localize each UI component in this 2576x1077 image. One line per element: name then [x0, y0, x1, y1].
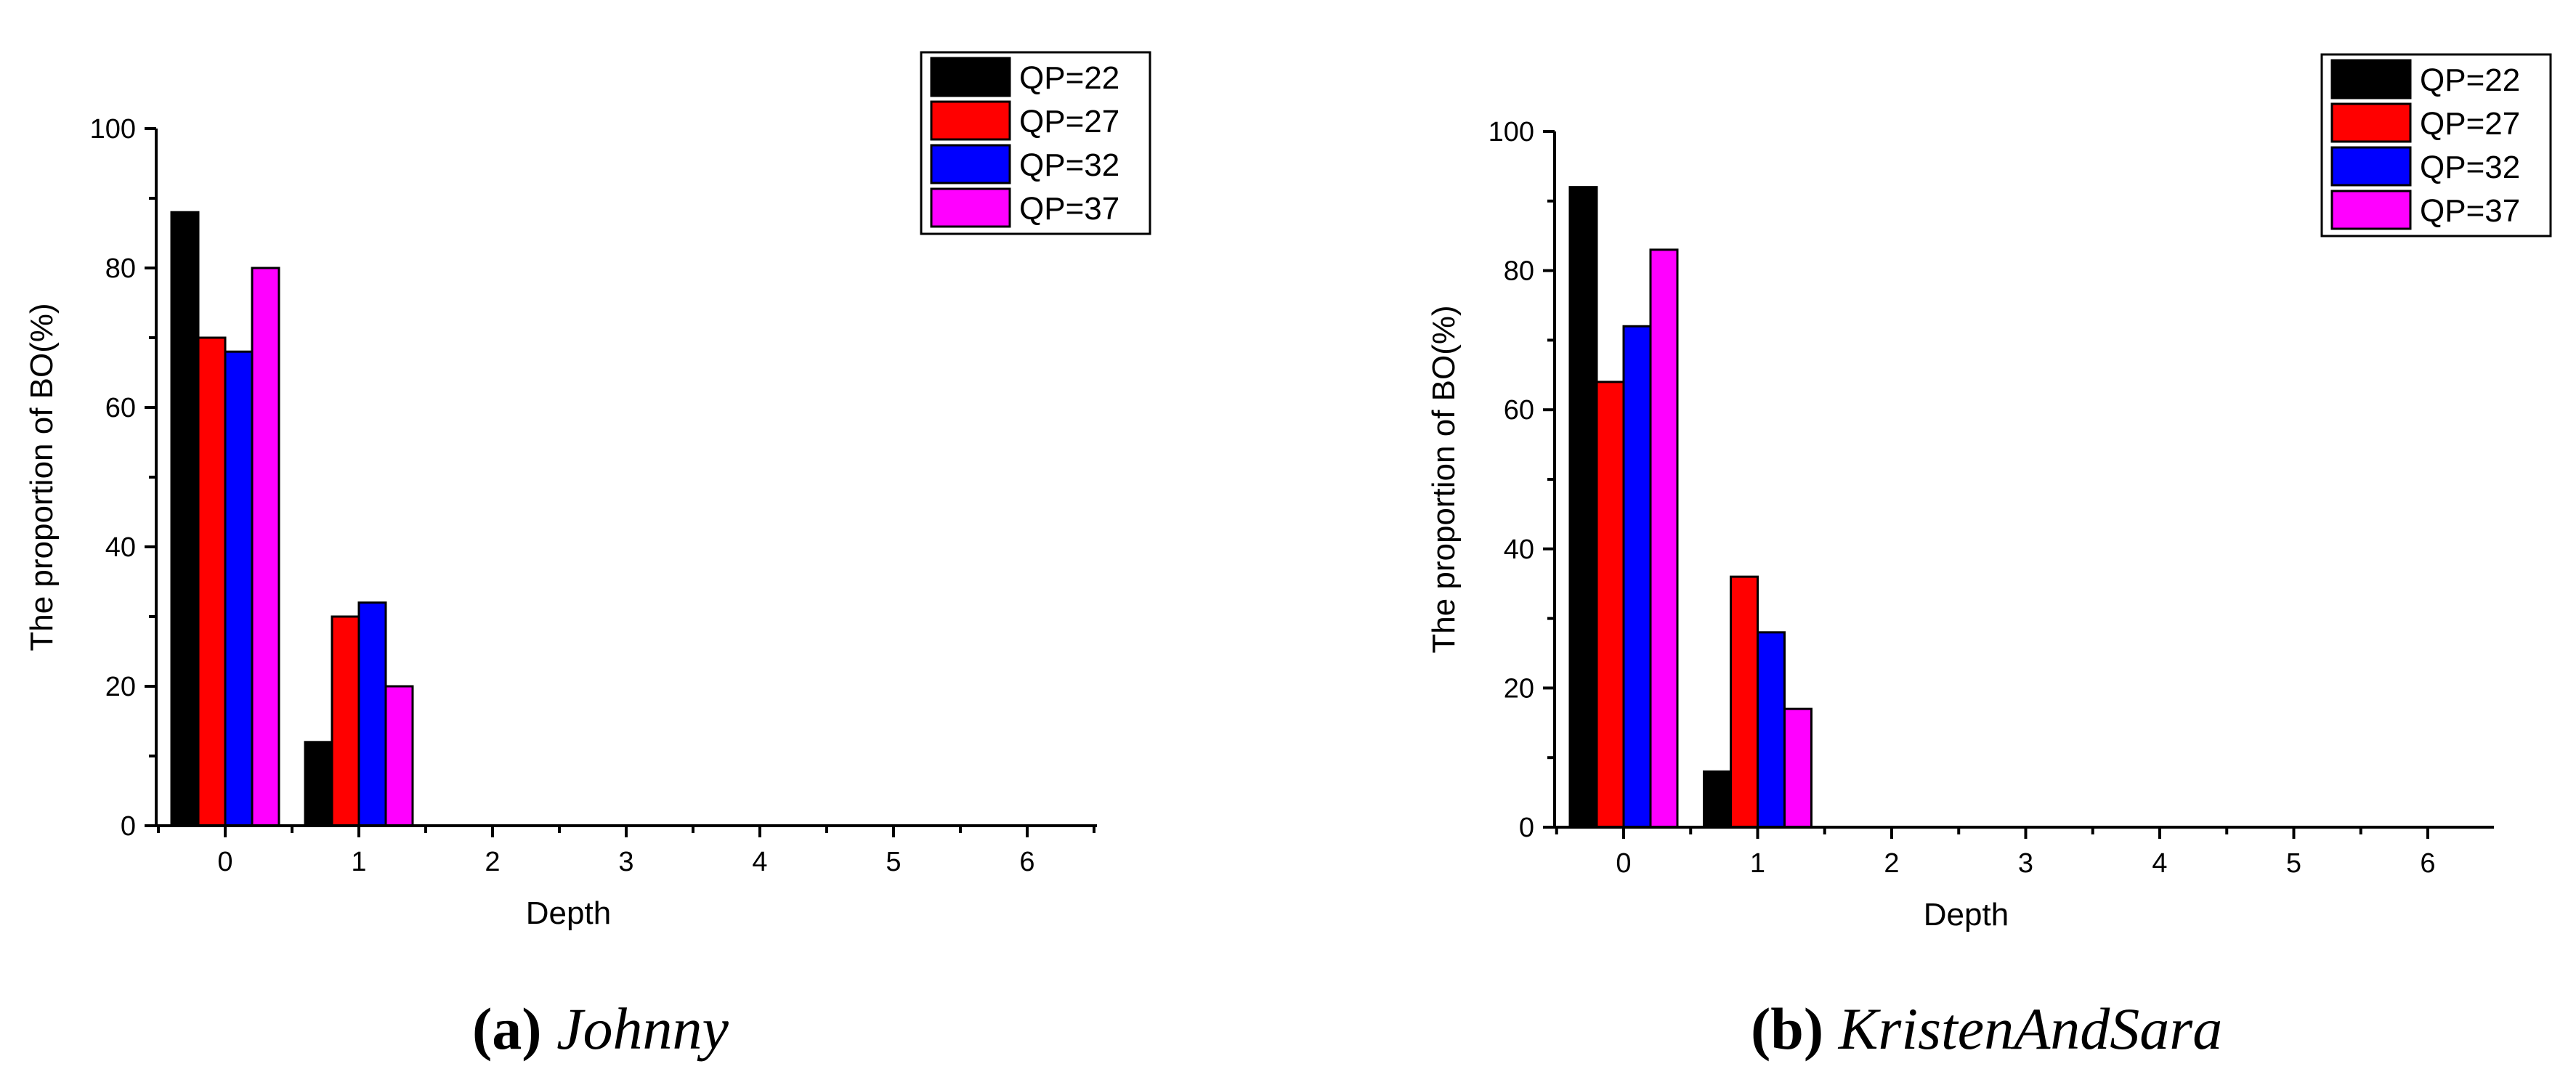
bar-qp27-depth-0 — [197, 336, 227, 827]
y-tick-label: 60 — [1504, 395, 1534, 426]
y-tick-label: 60 — [105, 393, 136, 423]
legend-label-qp37: QP=37 — [1019, 191, 1119, 227]
x-tick-label: 0 — [217, 847, 232, 877]
y-tick-label: 20 — [105, 672, 136, 702]
caption-label: (a) — [472, 996, 542, 1062]
bar-qp32-depth-0 — [1622, 325, 1652, 829]
x-tick-label: 3 — [2018, 848, 2033, 879]
legend-swatch-qp37 — [930, 187, 1011, 228]
legend-label-qp27: QP=27 — [1019, 104, 1119, 139]
bar-qp27-depth-1 — [331, 615, 360, 827]
caption-label: (b) — [1751, 996, 1824, 1062]
legend-label-qp32: QP=32 — [1019, 147, 1119, 183]
x-tick-label: 4 — [2152, 848, 2167, 879]
legend-swatch-qp27 — [2330, 102, 2412, 143]
bar-qp27-depth-0 — [1595, 381, 1625, 829]
chart-kristenandsara: 0 20 40 60 80 100 0 1 2 3 4 5 6 Depth The proportion o… — [1426, 53, 2552, 932]
x-tick-label: 6 — [1019, 847, 1034, 877]
caption-johnny: (a) Johnny — [472, 995, 729, 1063]
bar-qp37-depth-0 — [1649, 248, 1679, 829]
legend: QP=22 QP=27 QP=32 QP=37 — [2320, 53, 2552, 237]
legend-swatch-qp37 — [2330, 190, 2412, 230]
y-axis-label: The proportion of BO(%) — [24, 303, 60, 651]
x-tick-label: 5 — [886, 847, 901, 877]
bar-qp22-depth-1 — [1703, 770, 1732, 829]
bar-qp22-depth-0 — [1568, 186, 1598, 829]
bar-qp22-depth-1 — [304, 741, 333, 827]
y-tick-label: 0 — [1519, 813, 1534, 843]
y-tick-label: 20 — [1504, 673, 1534, 704]
legend-label-qp27: QP=27 — [2420, 106, 2520, 142]
bar-qp37-depth-0 — [251, 267, 280, 827]
caption-kristenandsara: (b) KristenAndSara — [1751, 995, 2222, 1063]
legend-swatch-qp32 — [930, 144, 1011, 184]
legend-swatch-qp32 — [2330, 146, 2412, 187]
bar-qp32-depth-0 — [224, 350, 254, 827]
legend-swatch-qp22 — [2330, 59, 2412, 99]
bar-qp37-depth-1 — [1783, 707, 1812, 829]
bar-qp37-depth-1 — [384, 685, 414, 827]
x-tick-label: 3 — [618, 847, 633, 877]
y-tick-label: 80 — [1504, 256, 1534, 287]
y-tick-label: 100 — [90, 114, 136, 145]
x-tick-label: 0 — [1616, 848, 1631, 879]
caption-name: Johnny — [556, 996, 729, 1062]
legend-swatch-qp22 — [930, 57, 1011, 97]
y-tick-label: 100 — [1489, 117, 1534, 147]
bar-qp32-depth-1 — [1757, 631, 1786, 829]
y-tick-label: 40 — [1504, 535, 1534, 565]
caption-name: KristenAndSara — [1838, 996, 2223, 1062]
y-tick-label: 40 — [105, 532, 136, 563]
x-tick-label: 2 — [1884, 848, 1899, 879]
legend-label-qp37: QP=37 — [2420, 193, 2520, 229]
y-tick-label: 80 — [105, 253, 136, 284]
x-tick-label: 1 — [1750, 848, 1765, 879]
x-axis-label: Depth — [526, 895, 611, 931]
legend-label-qp32: QP=32 — [2420, 150, 2520, 185]
y-axis-label: The proportion of BO(%) — [1426, 305, 1462, 653]
legend-label-qp22: QP=22 — [1019, 60, 1119, 96]
legend: QP=22 QP=27 QP=32 QP=37 — [920, 51, 1151, 235]
y-tick-label: 0 — [121, 811, 136, 842]
x-tick-label: 6 — [2420, 848, 2435, 879]
x-tick-label: 2 — [485, 847, 500, 877]
x-tick-label: 4 — [752, 847, 767, 877]
bar-qp22-depth-0 — [170, 211, 200, 827]
x-tick-label: 1 — [351, 847, 366, 877]
legend-label-qp22: QP=22 — [2420, 62, 2520, 98]
legend-swatch-qp27 — [930, 100, 1011, 141]
bar-qp27-depth-1 — [1730, 575, 1759, 829]
bar-qp32-depth-1 — [357, 601, 387, 827]
chart-johnny: 0 20 40 60 80 100 0 1 2 3 4 5 6 Depth The proportion o… — [24, 51, 1151, 931]
x-tick-label: 5 — [2286, 848, 2301, 879]
x-axis-label: Depth — [1924, 897, 2009, 932]
